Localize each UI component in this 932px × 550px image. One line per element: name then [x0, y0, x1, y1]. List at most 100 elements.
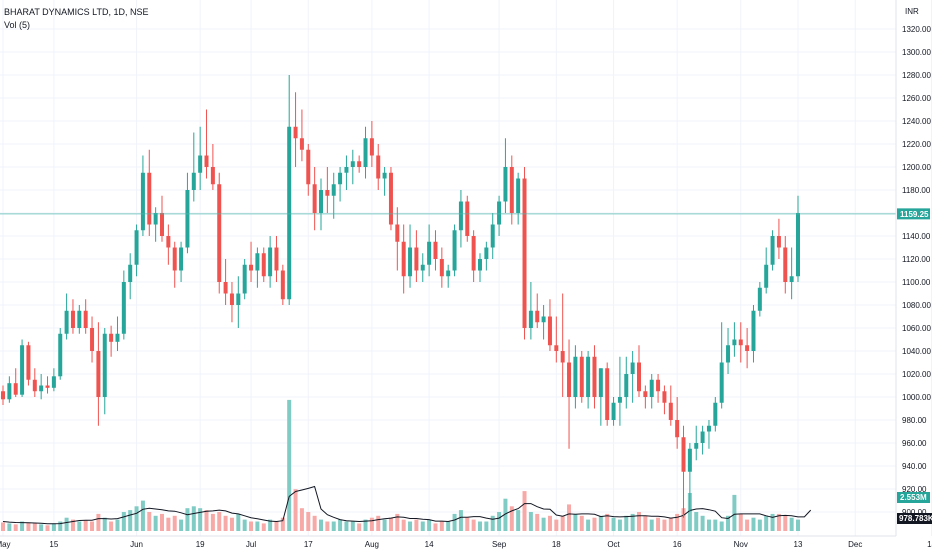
volume-bar: [172, 515, 177, 531]
volume-bar: [306, 512, 311, 531]
volume-bar: [20, 521, 25, 531]
price-tick-label: 1020.00: [902, 370, 931, 379]
volume-bar: [45, 525, 50, 531]
candle-body: [83, 310, 88, 328]
volume-bar: [166, 517, 171, 531]
volume-bar: [478, 521, 482, 531]
candle-body: [719, 362, 724, 403]
candle-body: [662, 391, 667, 403]
price-tick-label: 1060.00: [902, 324, 931, 333]
price-tick-label: 1240.00: [902, 117, 931, 126]
candle-body: [134, 230, 139, 265]
candle-body: [255, 253, 260, 271]
price-tick-label: 1320.00: [902, 25, 931, 34]
candle-body: [90, 328, 95, 351]
price-tick-label: 1180.00: [902, 186, 931, 195]
candle-body: [420, 264, 425, 271]
volume-bar: [490, 515, 495, 531]
candle-body: [465, 201, 470, 236]
candle-body: [439, 259, 444, 277]
candle-body: [223, 282, 228, 294]
volume-bar: [751, 517, 756, 531]
time-tick-label: 18: [927, 540, 932, 549]
volume-bar: [656, 517, 661, 531]
volume-bar: [26, 522, 31, 531]
candle-body: [789, 276, 794, 282]
candle-body: [656, 379, 661, 392]
candle-body: [121, 282, 126, 334]
candle-body: [39, 385, 44, 392]
candle-body: [242, 264, 247, 294]
candle-body: [726, 345, 731, 363]
candle-body: [694, 443, 699, 449]
volume-bar: [605, 513, 610, 531]
volume-bar: [198, 508, 203, 531]
time-tick-label: May: [0, 540, 11, 549]
price-axis[interactable]: 900.00 920.00 940.00 960.00 980.00 1000.00 102…: [895, 0, 931, 536]
volume-bar: [204, 510, 209, 531]
volume-bar: [338, 519, 343, 531]
candle-body: [249, 264, 254, 271]
candle-body: [331, 184, 336, 196]
time-tick-label: Jun: [130, 540, 143, 549]
candle-body: [471, 236, 476, 271]
price-tick-label: 1100.00: [902, 278, 931, 287]
candle-body: [306, 149, 311, 185]
candle-body: [490, 224, 495, 248]
candle-body: [776, 236, 781, 248]
volume-bar: [547, 515, 552, 531]
candle-body: [363, 138, 368, 167]
time-tick-label: Dec: [848, 540, 862, 549]
volume-bar: [217, 512, 222, 531]
volume-bar: [554, 519, 559, 531]
volume-bar: [535, 513, 540, 531]
candle-body: [32, 379, 37, 392]
volume-bar: [516, 510, 521, 531]
volume-bar: [427, 519, 432, 531]
candle-body: [408, 247, 413, 277]
candle-body: [630, 362, 635, 374]
candle-body: [64, 310, 69, 334]
volume-bar: [471, 519, 476, 531]
candle-body: [497, 201, 502, 225]
candle-body: [738, 339, 743, 346]
price-tick-label: 940.00: [902, 462, 927, 471]
volume-bar: [64, 517, 69, 531]
volume-bar: [185, 508, 190, 531]
candle-body: [160, 213, 164, 236]
candle-body: [299, 138, 304, 150]
volume-bar: [643, 515, 648, 531]
candle-body: [382, 172, 387, 179]
volume-indicator-label: Vol (5): [4, 20, 31, 30]
volume-bar: [70, 519, 75, 531]
time-axis[interactable]: May 15 Jun 19 Jul 17 Aug 14 Sep 18 Oct 16 Nov 13 Dec 18: [0, 535, 932, 549]
volume-bar: [388, 517, 393, 531]
volume-bar: [700, 515, 705, 531]
candle-body: [554, 345, 559, 351]
volume-bar: [592, 517, 597, 531]
volume-bar: [662, 519, 667, 531]
price-tick-label: 1080.00: [902, 301, 931, 310]
volume-bar: [249, 521, 254, 531]
candle-body: [268, 247, 273, 277]
candle-body: [605, 368, 610, 420]
chart-legend: BHARAT DYNAMICS LTD, 1D, NSE Vol (5): [4, 6, 149, 32]
candle-body: [45, 385, 50, 388]
volume-ma-line: [2, 485, 812, 525]
price-tick-label: 1260.00: [902, 94, 931, 103]
candle-body: [338, 172, 343, 185]
volume-bar: [261, 523, 266, 531]
candle-body: [77, 310, 82, 328]
candle-body: [261, 253, 266, 277]
volume-bar: [541, 517, 546, 531]
volume-bar: [573, 513, 578, 531]
candle-body: [509, 167, 514, 213]
volume-bar: [681, 508, 686, 531]
candle-body: [115, 333, 120, 342]
candle-body: [535, 310, 540, 323]
volume-bar: [325, 521, 330, 531]
volume-bars: [1, 399, 812, 531]
candle-body: [783, 247, 788, 282]
volume-bar: [13, 524, 18, 531]
